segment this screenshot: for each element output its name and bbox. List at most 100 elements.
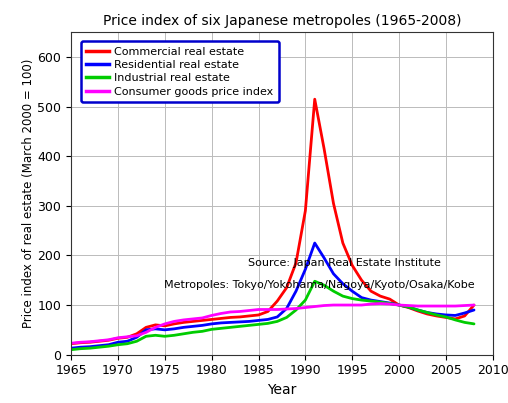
Industrial real estate [171, 333, 177, 338]
Consumer goods price index [387, 301, 393, 306]
Commercial real estate [443, 315, 449, 320]
Residential real estate [190, 324, 196, 329]
Commercial real estate [180, 320, 186, 325]
X-axis label: Year: Year [267, 383, 297, 397]
Consumer goods price index [246, 308, 252, 313]
Consumer goods price index [190, 316, 196, 321]
Commercial real estate [330, 201, 336, 206]
Industrial real estate [368, 299, 374, 303]
Residential real estate [162, 327, 168, 332]
Residential real estate [87, 344, 93, 349]
Line: Consumer goods price index: Consumer goods price index [71, 303, 474, 343]
Residential real estate [228, 320, 234, 325]
Commercial real estate [87, 340, 93, 345]
Residential real estate [330, 271, 336, 276]
Y-axis label: Price index of real estate (March 2000 = 100): Price index of real estate (March 2000 =… [22, 59, 35, 328]
Residential real estate [293, 289, 299, 293]
Commercial real estate [274, 299, 280, 303]
Residential real estate [134, 335, 140, 340]
Residential real estate [180, 325, 186, 330]
Residential real estate [340, 281, 346, 286]
Consumer goods price index [143, 330, 149, 335]
Industrial real estate [237, 324, 243, 329]
Commercial real estate [312, 97, 318, 102]
Industrial real estate [283, 315, 290, 320]
Commercial real estate [218, 316, 224, 321]
Commercial real estate [77, 340, 83, 345]
Consumer goods price index [377, 301, 384, 306]
Industrial real estate [433, 313, 439, 318]
Residential real estate [171, 326, 177, 331]
Consumer goods price index [96, 339, 102, 343]
Line: Commercial real estate: Commercial real estate [71, 99, 474, 344]
Residential real estate [377, 299, 384, 304]
Industrial real estate [396, 303, 402, 307]
Consumer goods price index [424, 303, 430, 308]
Commercial real estate [415, 309, 421, 314]
Industrial real estate [359, 298, 365, 303]
Consumer goods price index [228, 310, 234, 314]
Consumer goods price index [462, 303, 468, 308]
Industrial real estate [124, 341, 131, 346]
Industrial real estate [180, 331, 186, 336]
Commercial real estate [143, 325, 149, 330]
Commercial real estate [68, 341, 74, 346]
Industrial real estate [265, 321, 271, 326]
Residential real estate [124, 339, 131, 344]
Industrial real estate [134, 339, 140, 344]
Text: Source: Japan Real Estate Institute: Source: Japan Real Estate Institute [248, 258, 441, 268]
Commercial real estate [190, 319, 196, 324]
Residential real estate [321, 256, 327, 260]
Commercial real estate [209, 317, 215, 322]
Consumer goods price index [152, 325, 158, 330]
Residential real estate [283, 306, 290, 311]
Residential real estate [424, 310, 430, 315]
Commercial real estate [293, 260, 299, 265]
Consumer goods price index [237, 309, 243, 314]
Industrial real estate [471, 322, 477, 326]
Residential real estate [256, 318, 262, 323]
Commercial real estate [424, 312, 430, 316]
Industrial real estate [387, 301, 393, 306]
Consumer goods price index [218, 311, 224, 316]
Residential real estate [462, 311, 468, 316]
Consumer goods price index [433, 303, 439, 308]
Residential real estate [396, 303, 402, 307]
Consumer goods price index [256, 307, 262, 312]
Industrial real estate [87, 346, 93, 351]
Commercial real estate [256, 313, 262, 318]
Commercial real estate [171, 322, 177, 326]
Industrial real estate [443, 314, 449, 319]
Industrial real estate [199, 329, 205, 334]
Consumer goods price index [312, 304, 318, 309]
Consumer goods price index [359, 303, 365, 307]
Consumer goods price index [415, 303, 421, 308]
Consumer goods price index [471, 303, 477, 307]
Commercial real estate [340, 241, 346, 245]
Industrial real estate [209, 327, 215, 332]
Consumer goods price index [340, 303, 346, 307]
Residential real estate [265, 317, 271, 322]
Industrial real estate [115, 342, 121, 347]
Industrial real estate [340, 294, 346, 299]
Commercial real estate [162, 324, 168, 328]
Consumer goods price index [452, 303, 458, 308]
Residential real estate [433, 312, 439, 316]
Industrial real estate [162, 334, 168, 339]
Commercial real estate [377, 294, 384, 299]
Industrial real estate [152, 333, 158, 338]
Commercial real estate [387, 297, 393, 301]
Residential real estate [77, 345, 83, 350]
Residential real estate [96, 343, 102, 348]
Residential real estate [106, 342, 112, 347]
Industrial real estate [424, 310, 430, 315]
Commercial real estate [321, 146, 327, 151]
Consumer goods price index [68, 341, 74, 346]
Consumer goods price index [405, 303, 411, 308]
Commercial real estate [199, 318, 205, 323]
Consumer goods price index [443, 303, 449, 308]
Industrial real estate [321, 283, 327, 288]
Residential real estate [302, 267, 308, 272]
Commercial real estate [349, 263, 355, 268]
Residential real estate [274, 314, 280, 319]
